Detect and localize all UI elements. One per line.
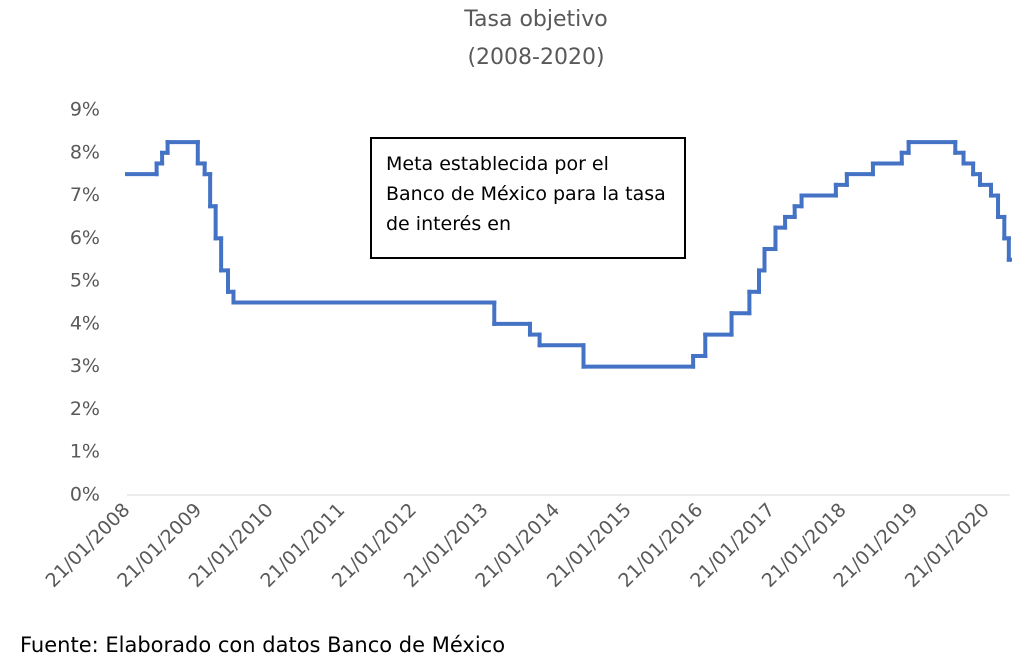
y-tick-label: 3% <box>70 355 100 377</box>
y-tick-label: 7% <box>70 184 100 206</box>
y-tick-label: 5% <box>70 270 100 292</box>
annotation: Meta establecida por el Banco de México … <box>370 137 686 259</box>
chart-title: Tasa objetivo <box>463 7 608 32</box>
plot: 0%1%2%3%4%5%6%7%8%9%21/01/200821/01/2009… <box>41 99 1012 592</box>
y-tick-label: 9% <box>70 99 100 121</box>
y-tick-label: 6% <box>70 227 100 249</box>
annotation-box: Meta establecida por el Banco de México … <box>370 137 686 259</box>
y-tick-label: 2% <box>70 398 100 420</box>
y-tick-label: 8% <box>70 141 100 163</box>
y-tick-label: 0% <box>70 484 100 506</box>
y-tick-label: 1% <box>70 441 100 463</box>
source-note: Fuente: Elaborado con datos Banco de Méx… <box>20 633 505 657</box>
y-tick-label: 4% <box>70 312 100 334</box>
chart-subtitle: (2008-2020) <box>467 45 604 70</box>
